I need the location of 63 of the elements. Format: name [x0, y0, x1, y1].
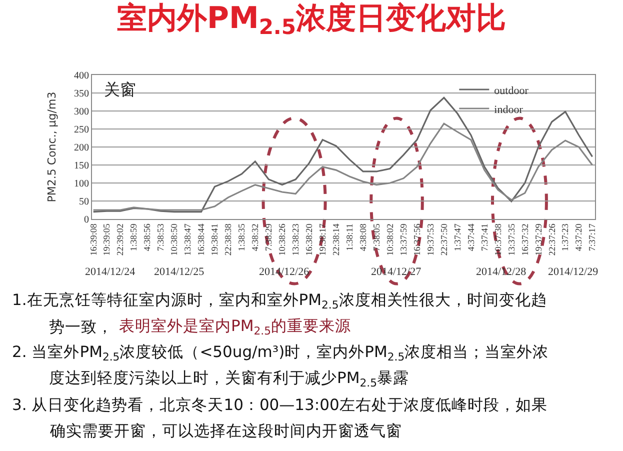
x-tick-label: 4:38:32 — [250, 224, 260, 252]
x-tick-label: 1:38:11 — [344, 224, 354, 251]
x-tick-label: 7:37:17 — [587, 223, 598, 252]
legend-label: indoor — [494, 104, 524, 116]
chart-title: 室内外PM$_{2.5}$浓度日变化对比 — [116, 0, 506, 40]
y-tick-label: 150 — [74, 160, 89, 172]
text: 2. 当室外PM$_{2.5}$浓度较低（<50ug/m³)时，室内外PM$_{2.5}$浓度相当；当室外浓 — [12, 343, 549, 364]
text: 2014/12/29 — [548, 266, 599, 278]
text: 度达到轻度污染以上时，关窗有利于减少PM$_{2.5}$暴露 — [49, 369, 409, 390]
x-tick-label: 19:38:17 — [318, 223, 328, 256]
y-tick-label: 300 — [74, 106, 89, 118]
y-tick-label: 250 — [74, 124, 89, 136]
x-tick-label: 16:38:44 — [196, 223, 206, 256]
annotation: 关窗 — [104, 80, 136, 99]
x-tick-label: 7:38:29 — [264, 223, 274, 252]
y-tick-label: 350 — [74, 88, 89, 100]
x-tick-label: 19:37:29 — [533, 223, 544, 256]
x-tick-label: 19:38:41 — [210, 224, 220, 256]
x-tick-label: 7:38:05 — [371, 223, 382, 252]
x-tick-label: 4:38:08 — [358, 223, 368, 252]
y-tick-label: 400 — [74, 70, 89, 82]
x-tick-label: 1:37:23 — [560, 223, 570, 252]
x-tick-label: 22:39:02 — [115, 224, 126, 256]
y-tick-label: 100 — [74, 178, 89, 190]
x-tick-label: 7:37:41 — [479, 224, 490, 252]
x-tick-label: 10:38:26 — [277, 223, 288, 256]
x-tick-label: 13:37:35 — [506, 223, 516, 256]
x-tick-label: 10:38:02 — [384, 224, 395, 256]
y-axis-title: PM2.5 Conc., μg/m3 — [46, 92, 59, 202]
x-tick-label: 10:37:38 — [492, 223, 503, 256]
y-tick-label: 200 — [74, 142, 89, 154]
y-tick-label: 0 — [84, 214, 89, 226]
text: 2014/12/25 — [154, 266, 205, 278]
text: 1.在无烹饪等特征室内源时，室内和室外PM$_{2.5}$浓度相关性很大，时间变化趋 — [12, 291, 547, 312]
x-tick-label: 4:38:56 — [142, 223, 152, 252]
x-tick-label: 1:38:59 — [128, 223, 139, 252]
x-tick-label: 13:37:59 — [398, 223, 408, 256]
x-tick-label: 22:38:14 — [331, 223, 342, 256]
line-series — [92, 96, 594, 213]
x-tick-label: 4:37:44 — [466, 223, 476, 252]
text: 表明室外是室内PM$_{2.5}$的重要来源 — [119, 317, 351, 338]
x-tick-label: 19:39:05 — [102, 223, 112, 256]
x-tick-label: 22:38:38 — [223, 223, 234, 256]
x-tick-label: 16:37:32 — [520, 224, 530, 256]
text: 势一致， — [49, 318, 113, 336]
x-tick-label: 22:37:26 — [546, 223, 557, 256]
legend-label: outdoor — [494, 84, 529, 97]
x-tick-label: 1:37:47 — [452, 223, 462, 252]
x-tick-label: 16:38:20 — [304, 223, 314, 256]
x-tick-label: 22:37:50 — [438, 223, 449, 256]
text: 3. 从日变化趋势看，北京冬天10：00—13:00左右处于浓度低峰时段，如果 — [12, 396, 548, 414]
y-tick-label: 50 — [79, 196, 89, 208]
text: 确实需要开窗，可以选择在这段时间内开窗透气窗 — [49, 422, 402, 440]
x-tick-label: 10:38:50 — [169, 223, 180, 256]
x-tick-label: 7:38:53 — [156, 223, 166, 252]
x-tick-label: 19:37:53 — [425, 223, 436, 256]
x-tick-label: 1:38:35 — [236, 223, 247, 252]
x-tick-label: 4:37:20 — [574, 223, 584, 252]
x-tick-label: 13:38:47 — [182, 223, 193, 256]
x-tick-label: 16:37:56 — [412, 223, 422, 256]
x-tick-label: 13:38:23 — [290, 223, 301, 256]
x-tick-label: 16:39:08 — [88, 223, 98, 256]
text: 2014/12/24 — [85, 266, 136, 278]
